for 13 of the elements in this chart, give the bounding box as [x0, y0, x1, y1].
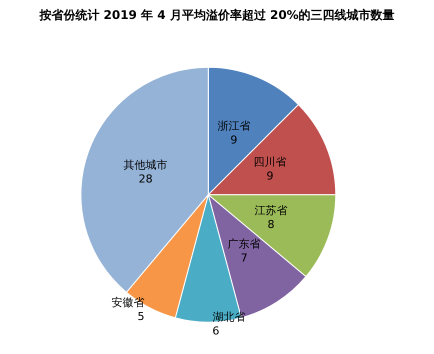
data-label: 7 [240, 251, 248, 264]
data-label: 6 [212, 324, 220, 338]
chart-title: 按省份统计 2019 年 4 月平均溢价率超过 20%的三四线城市数量 [38, 8, 395, 22]
slice-label: 江苏省 [254, 204, 288, 218]
slice-label: 浙江省 [217, 120, 250, 133]
data-label: 28 [138, 172, 153, 186]
slice-label: 广东省 [228, 237, 261, 250]
data-label: 9 [230, 134, 238, 147]
slice-label: 四川省 [253, 156, 286, 169]
slice-label: 其他城市 [124, 158, 168, 172]
data-label: 5 [138, 310, 145, 324]
data-label: 8 [268, 218, 275, 232]
data-label: 9 [266, 170, 274, 183]
